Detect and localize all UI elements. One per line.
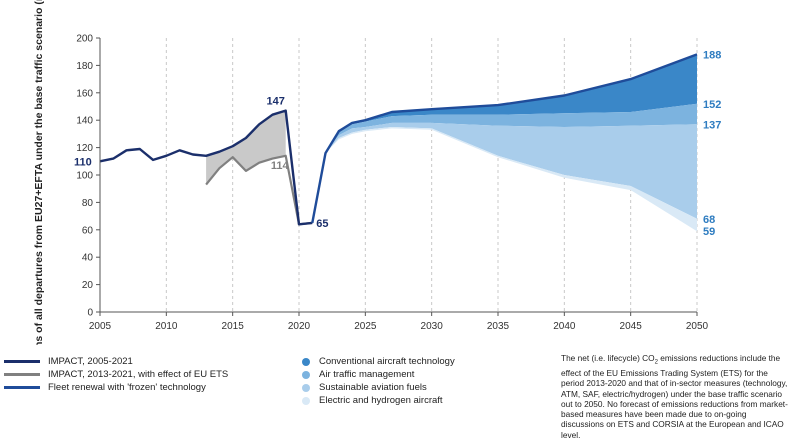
legend-swatch <box>4 360 40 363</box>
data-label: 114 <box>271 160 290 172</box>
x-tick-label: 2020 <box>288 321 311 332</box>
y-tick-label: 120 <box>76 143 93 154</box>
legend-swatch <box>4 373 40 376</box>
data-label: 59 <box>703 226 715 238</box>
legend-item-conventional: Conventional aircraft technology <box>302 355 455 368</box>
y-axis: 0 20 40 60 80 100 120 140 160 180 200 <box>76 34 101 319</box>
x-tick-label: 2050 <box>686 321 709 332</box>
footnote-sub: 2 <box>654 359 658 366</box>
data-label: 65 <box>316 218 328 230</box>
data-label: 147 <box>267 96 285 108</box>
footnote-post: emissions reductions include the effect … <box>561 353 788 440</box>
legend-swatch <box>4 386 40 389</box>
ets-line <box>205 154 313 226</box>
air-traffic-management-area <box>325 103 697 154</box>
ets-effect-area <box>206 110 286 185</box>
x-tick-label: 2030 <box>421 321 444 332</box>
legend-item-impact: IMPACT, 2005-2021 <box>4 355 228 368</box>
emissions-chart: 2005 2010 2015 2020 2025 2030 2035 2040 2045 2050… <box>33 0 721 345</box>
x-tick-label: 2005 <box>89 321 112 332</box>
x-tick-label: 2010 <box>155 321 178 332</box>
y-tick-label: 20 <box>82 280 94 291</box>
y-tick-label: 0 <box>87 308 93 319</box>
legend-label: IMPACT, 2005-2021 <box>48 356 133 367</box>
x-tick-label: 2045 <box>620 321 643 332</box>
y-tick-label: 60 <box>82 225 94 236</box>
footnote-pre: The net (i.e. lifecycle) CO <box>561 353 655 363</box>
legend-item-atm: Air traffic management <box>302 368 455 381</box>
y-tick-label: 160 <box>76 88 93 99</box>
legend-item-electric: Electric and hydrogen aircraft <box>302 394 455 407</box>
y-tick-label: 200 <box>76 34 93 45</box>
legend-label: Electric and hydrogen aircraft <box>319 395 443 406</box>
data-label: 188 <box>703 49 721 61</box>
footnote: The net (i.e. lifecycle) CO2 emissions r… <box>561 353 791 440</box>
legend-item-frozen: Fleet renewal with 'frozen' technology <box>4 381 228 394</box>
sustainable-fuels-area <box>325 122 697 219</box>
x-tick-label: 2025 <box>354 321 377 332</box>
legend-label: Conventional aircraft technology <box>319 356 455 367</box>
x-tick-label: 2035 <box>487 321 510 332</box>
legend-swatch <box>302 383 310 392</box>
legend-label: IMPACT, 2013-2021, with effect of EU ETS <box>48 369 229 380</box>
y-tick-label: 40 <box>82 253 94 264</box>
y-tick-label: 80 <box>82 198 94 209</box>
data-label: 68 <box>703 214 715 226</box>
ylabel-part: emissions of all departures from EU27+EF… <box>33 0 45 345</box>
data-label: 110 <box>74 156 92 168</box>
x-axis: 2005 2010 2015 2020 2025 2030 2035 2040 2045 2050 <box>89 311 709 332</box>
x-tick-label: 2015 <box>222 321 245 332</box>
data-label: 152 <box>703 99 721 111</box>
y-axis-label: Net CO2 emissions of all departures from… <box>33 0 47 345</box>
legend-label: Air traffic management <box>319 369 415 380</box>
legend-label: Fleet renewal with 'frozen' technology <box>48 382 206 393</box>
frozen-technology-line <box>311 53 698 224</box>
impact-line <box>99 109 313 226</box>
y-tick-label: 140 <box>76 116 93 127</box>
legend-swatch <box>302 396 310 405</box>
y-tick-label: 180 <box>76 61 93 72</box>
chart-grid <box>165 38 698 312</box>
legend-item-impact-ets: IMPACT, 2013-2021, with effect of EU ETS <box>4 368 228 381</box>
legend-areas: Conventional aircraft technology Air tra… <box>302 355 455 407</box>
legend-item-saf: Sustainable aviation fuels <box>302 381 455 394</box>
legend-label: Sustainable aviation fuels <box>319 382 427 393</box>
y-tick-label: 100 <box>76 171 93 182</box>
data-label: 137 <box>703 119 721 131</box>
legend-lines: IMPACT, 2005-2021 IMPACT, 2013-2021, wit… <box>4 355 228 394</box>
legend-swatch <box>302 370 310 379</box>
chart-lines <box>99 53 698 226</box>
legend-swatch <box>302 357 310 366</box>
x-tick-label: 2040 <box>553 321 576 332</box>
